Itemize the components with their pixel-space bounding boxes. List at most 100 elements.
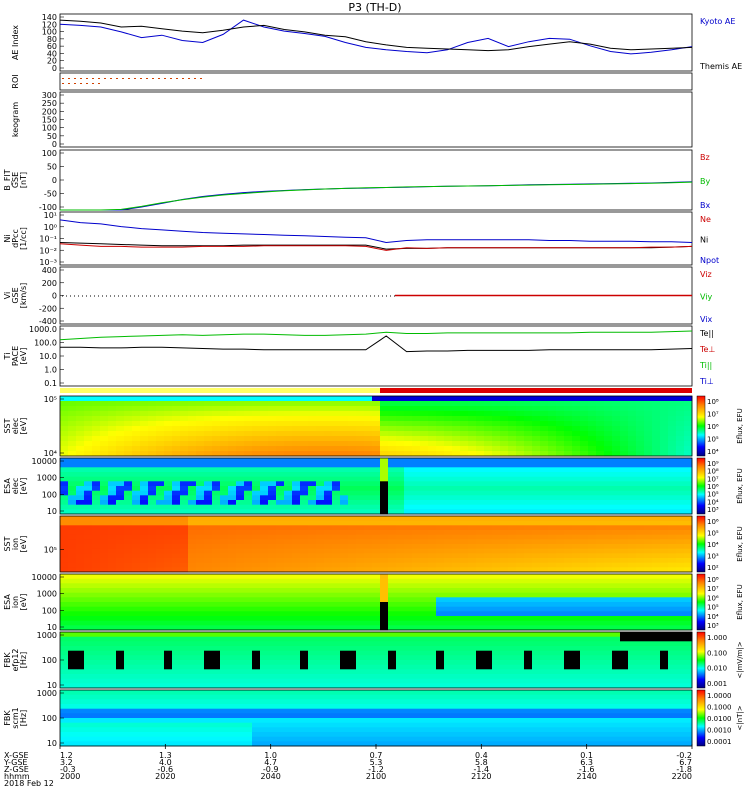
- spectrogram-cell: [228, 406, 237, 412]
- spectrogram-cell: [532, 446, 541, 452]
- spectrogram-cell: [84, 436, 93, 442]
- spectrogram-cell: [140, 516, 149, 522]
- spectrogram-cell: [524, 641, 533, 647]
- spectrogram-cell: [500, 632, 509, 638]
- spectrogram-cell: [460, 616, 469, 622]
- spectrogram-cell: [548, 446, 557, 452]
- spectrogram-cell: [468, 441, 477, 447]
- vel-dot: [126, 295, 127, 297]
- spectrogram-cell: [628, 467, 637, 473]
- spectrogram-cell: [484, 530, 493, 536]
- spectrogram-cell: [116, 674, 125, 680]
- spectrogram-cell: [60, 625, 69, 631]
- spectrogram-cell: [68, 495, 77, 501]
- spectrogram-cell: [460, 669, 469, 675]
- spectrogram-cell: [300, 490, 309, 496]
- spectrogram-cell: [356, 606, 365, 612]
- spectrogram-cell: [436, 558, 445, 564]
- spectrogram-cell: [308, 426, 317, 432]
- spectrogram-cell: [492, 578, 501, 584]
- spectrogram-cell: [476, 539, 485, 545]
- spectrogram-cell: [524, 574, 533, 580]
- spectrogram-cell: [420, 431, 429, 437]
- spectrogram-cell: [492, 504, 501, 510]
- spectrogram-cell: [564, 553, 573, 559]
- spectrogram-cell: [508, 500, 517, 506]
- spectrogram-cell: [484, 544, 493, 550]
- spectrogram-cell: [92, 660, 101, 666]
- spectrogram-cell: [588, 431, 597, 437]
- spectrogram-cell: [108, 583, 117, 589]
- spectrogram-cell: [124, 632, 133, 638]
- spectrogram-cell: [548, 406, 557, 412]
- spectrogram-cell: [436, 646, 445, 652]
- spectrogram-cell: [604, 583, 613, 589]
- spectrogram-cell: [268, 509, 277, 515]
- spectrogram-cell: [340, 606, 349, 612]
- spectrogram-cell: [468, 683, 477, 689]
- spectrogram-cell: [100, 655, 109, 661]
- spectrogram-cell: [308, 406, 317, 412]
- spectrogram-cell: [652, 467, 661, 473]
- spectrogram-cell: [268, 616, 277, 622]
- spectrogram-cell: [628, 490, 637, 496]
- spectrogram-cell: [516, 467, 525, 473]
- spectrogram-cell: [84, 416, 93, 422]
- spectrogram-cell: [412, 616, 421, 622]
- spectrogram-cell: [620, 641, 629, 647]
- spectrogram-cell: [492, 446, 501, 452]
- spectrogram-cell: [332, 451, 341, 457]
- spectrogram-cell: [140, 632, 149, 638]
- spectrogram-cell: [92, 574, 101, 580]
- spectrogram-cell: [372, 441, 381, 447]
- spectrogram-cell: [308, 446, 317, 452]
- spectrogram-cell: [308, 520, 317, 526]
- spectrogram-cell: [468, 553, 477, 559]
- spectrogram-cell: [332, 553, 341, 559]
- spectrogram-cell: [356, 539, 365, 545]
- spectrogram-cell: [100, 650, 109, 656]
- spectrogram-cell: [628, 620, 637, 626]
- colorbar-tick: 10⁵: [707, 491, 719, 499]
- spectrogram-cell: [516, 458, 525, 464]
- spectrogram-cell: [548, 641, 557, 647]
- spectrogram-cell: [660, 611, 669, 617]
- spectrogram-cell: [588, 520, 597, 526]
- vel-dot: [162, 295, 163, 297]
- spectrogram-cell: [348, 548, 357, 554]
- spectrogram-cell: [172, 602, 181, 608]
- spectrogram-cell: [164, 441, 173, 447]
- spectrogram-cell: [356, 678, 365, 684]
- spectrogram-cell: [396, 467, 405, 473]
- spectrogram-cell: [556, 641, 565, 647]
- spectrogram-cell: [588, 664, 597, 670]
- spectrogram-cell: [652, 411, 661, 417]
- spectrogram-cell: [164, 431, 173, 437]
- spectrogram-cell: [332, 632, 341, 638]
- spectrogram-cell: [100, 544, 109, 550]
- spectrogram-cell: [308, 467, 317, 473]
- spectrogram-cell: [340, 500, 349, 506]
- spectrogram-cell: [676, 509, 685, 515]
- spectrogram-cell: [148, 401, 157, 407]
- spectrogram-cell: [372, 534, 381, 540]
- spectrogram-cell: [100, 674, 109, 680]
- spectrogram-cell: [588, 646, 597, 652]
- spectrogram-cell: [356, 472, 365, 478]
- spectrogram-cell: [196, 446, 205, 452]
- spectrogram-cell: [252, 616, 261, 622]
- spectrogram-cell: [316, 509, 325, 515]
- spectrogram-cell: [660, 664, 669, 670]
- spectrogram-cell: [124, 472, 133, 478]
- spectrogram-cell: [380, 495, 389, 501]
- spectrogram-cell: [244, 636, 253, 642]
- spectrogram-cell: [612, 411, 621, 417]
- spectrogram-cell: [172, 620, 181, 626]
- spectrogram-cell: [556, 574, 565, 580]
- spectrogram-cell: [548, 650, 557, 656]
- spectrogram-cell: [460, 504, 469, 510]
- spectrogram-cell: [636, 472, 645, 478]
- spectrogram-cell: [284, 678, 293, 684]
- spectrogram-cell: [628, 674, 637, 680]
- spectrogram-cell: [372, 597, 381, 603]
